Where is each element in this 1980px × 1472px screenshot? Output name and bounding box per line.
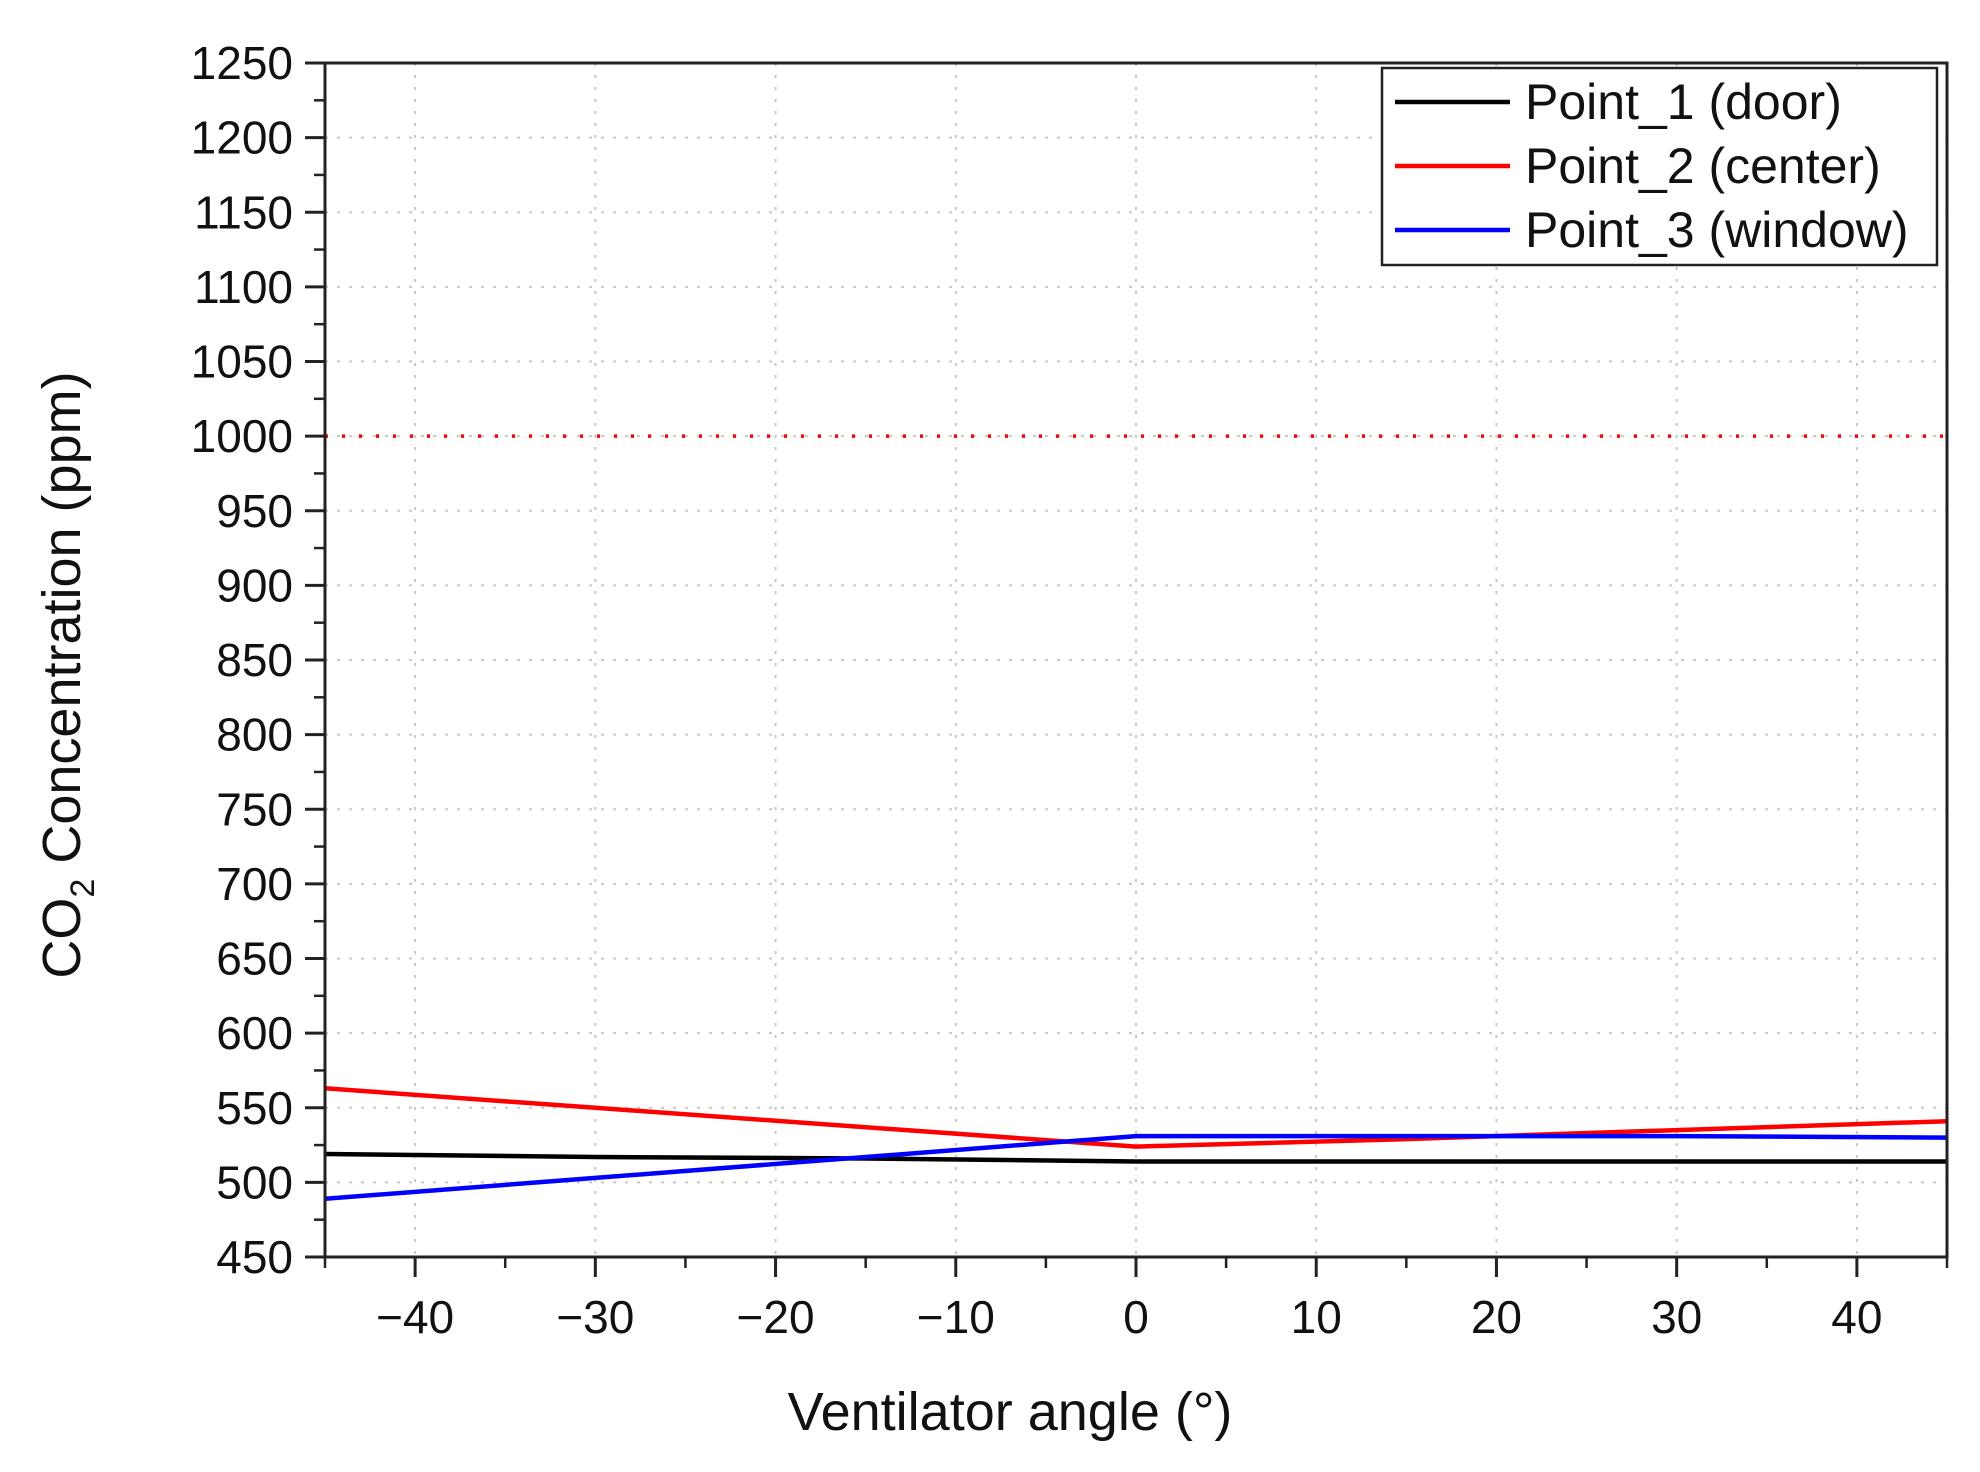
y-axis-title: CO2 Concentration (ppm) bbox=[32, 371, 102, 978]
legend-items: Point_1 (door) Point_2 (center) Point_3 (w… bbox=[1395, 74, 1909, 258]
y-axis-title-main: CO bbox=[32, 898, 92, 979]
y-tick-label: 750 bbox=[216, 783, 293, 835]
series-layer bbox=[324, 1086, 1948, 1202]
y-tick-label: 500 bbox=[216, 1156, 293, 1208]
y-axis-title-subscript: 2 bbox=[64, 879, 102, 898]
y-tick-label: 700 bbox=[216, 858, 293, 910]
x-axis-title: Ventilator angle (°) bbox=[788, 1382, 1233, 1442]
y-tick-labels: 450 500 550 600 650 700 750 800 850 900 950 1000 105… bbox=[191, 37, 293, 1283]
y-tick-label: 550 bbox=[216, 1082, 293, 1134]
x-tick-label: 40 bbox=[1831, 1291, 1882, 1343]
y-tick-label: 1100 bbox=[194, 261, 293, 313]
y-tick-label: 650 bbox=[216, 933, 293, 985]
x-tick-label: 10 bbox=[1291, 1291, 1342, 1343]
y-tick-label: 1000 bbox=[191, 410, 293, 462]
x-tick-label: −10 bbox=[917, 1291, 995, 1343]
legend: Point_1 (door) Point_2 (center) Point_3 (w… bbox=[1380, 66, 1939, 267]
y-tick-label: 1250 bbox=[191, 37, 293, 89]
x-tick-labels: −40 −30 −20 −10 0 10 20 30 40 bbox=[376, 1291, 1882, 1343]
series-line-2 bbox=[324, 1086, 1948, 1149]
series-line-3 bbox=[324, 1133, 1948, 1202]
y-axis-title-rest: Concentration (ppm) bbox=[32, 371, 92, 878]
y-tick-label: 900 bbox=[216, 559, 293, 611]
legend-label-2: Point_2 (center) bbox=[1525, 138, 1881, 194]
y-tick-label: 600 bbox=[216, 1007, 293, 1059]
axis-ticks bbox=[305, 61, 1949, 1277]
y-tick-label: 450 bbox=[216, 1231, 293, 1283]
x-tick-label: 20 bbox=[1471, 1291, 1522, 1343]
y-tick-label: 1150 bbox=[194, 186, 293, 238]
y-tick-label: 1200 bbox=[191, 112, 293, 164]
x-tick-label: −20 bbox=[737, 1291, 815, 1343]
x-tick-label: −40 bbox=[376, 1291, 454, 1343]
y-tick-label: 950 bbox=[216, 485, 293, 537]
y-tick-label: 1050 bbox=[191, 336, 293, 388]
x-tick-label: 0 bbox=[1123, 1291, 1149, 1343]
series-line-1 bbox=[324, 1151, 1947, 1164]
legend-label-1: Point_1 (door) bbox=[1525, 74, 1842, 130]
y-tick-label: 850 bbox=[216, 634, 293, 686]
x-tick-label: −30 bbox=[556, 1291, 634, 1343]
x-tick-label: 30 bbox=[1651, 1291, 1702, 1343]
y-tick-label: 800 bbox=[216, 709, 293, 761]
legend-label-3: Point_3 (window) bbox=[1525, 202, 1909, 258]
